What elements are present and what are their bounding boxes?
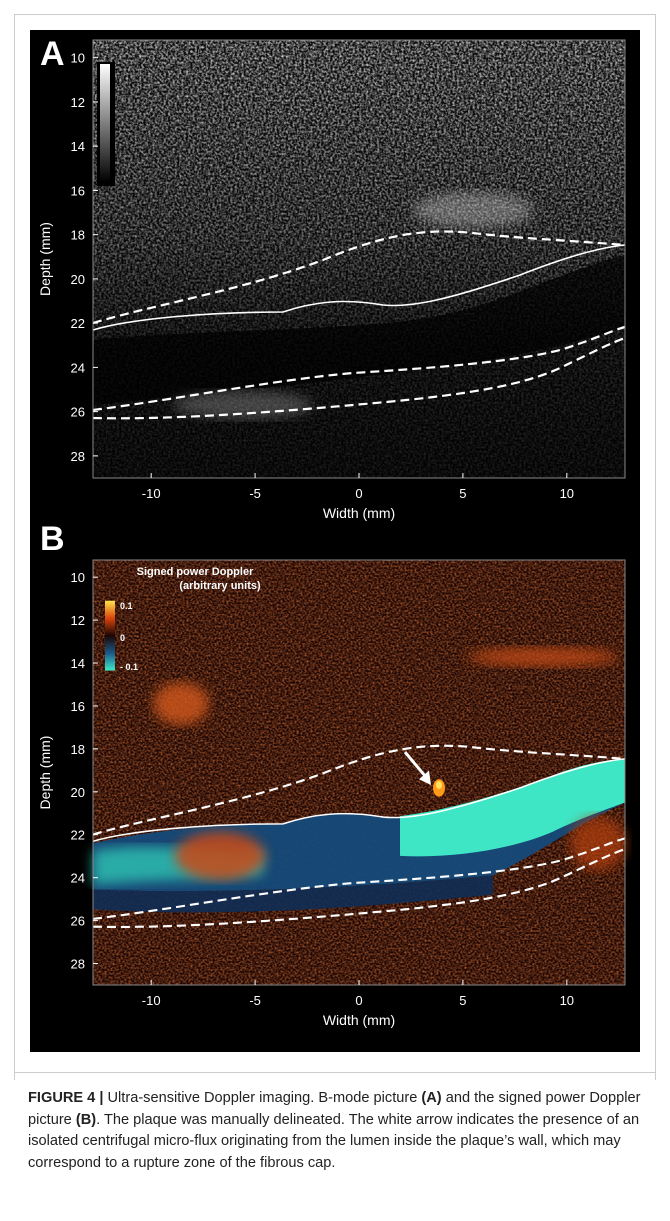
x-tick-label: 0 xyxy=(355,486,362,501)
y-tick-label: 16 xyxy=(71,699,85,714)
x-tick-label: 10 xyxy=(560,993,574,1008)
y-tick-label: 24 xyxy=(71,871,85,886)
caption-text: Ultra-sensitive Doppler imaging. B-mode … xyxy=(103,1090,422,1106)
colorbar-subtitle: (arbitrary units) xyxy=(179,580,261,592)
caption-text: and the signed power Doppler picture xyxy=(28,1090,641,1128)
y-tick-label: 18 xyxy=(71,742,85,757)
y-tick-label: 20 xyxy=(71,272,85,287)
y-tick-label: 28 xyxy=(71,957,85,972)
y-tick-label: 28 xyxy=(71,449,85,464)
y-tick-label: 12 xyxy=(71,95,85,110)
y-tick-label: 10 xyxy=(71,51,85,66)
y-tick-label: 26 xyxy=(71,914,85,929)
y-axis-label: Depth (mm) xyxy=(37,736,53,810)
caption-ref: (B) xyxy=(75,1111,97,1128)
y-tick-label: 24 xyxy=(71,360,85,375)
y-tick-label: 22 xyxy=(71,828,85,843)
x-tick-label: -10 xyxy=(142,993,161,1008)
x-axis-label: Width (mm) xyxy=(323,505,395,521)
x-tick-label: 5 xyxy=(459,993,466,1008)
panel-b-image xyxy=(92,560,626,985)
y-tick-label: 14 xyxy=(71,139,85,154)
y-tick-label: 16 xyxy=(71,183,85,198)
y-tick-label: 26 xyxy=(71,405,85,420)
panel-a-image xyxy=(92,40,626,478)
y-tick-label: 20 xyxy=(71,785,85,800)
x-tick-label: 5 xyxy=(459,486,466,501)
caption-text: . The plaque was manually delineated. Th… xyxy=(28,1111,640,1171)
y-tick-label: 10 xyxy=(71,570,85,585)
colorbar-title: Signed power Doppler xyxy=(137,566,254,578)
caption-label: FIGURE 4 | xyxy=(28,1090,104,1106)
x-tick-label: -5 xyxy=(249,486,261,501)
x-tick-label: 10 xyxy=(560,486,574,501)
colorbar-label: 0.1 xyxy=(120,601,133,611)
x-tick-label: -10 xyxy=(142,486,161,501)
y-tick-label: 22 xyxy=(71,316,85,331)
panel-label: A xyxy=(40,35,65,73)
caption: FIGURE 4 | Ultra-sensitive Doppler imagi… xyxy=(28,1088,643,1174)
figure: -10 -5 0 5 10 10 12 14 16 18 20 22 24 26 28 Width (mm) D… xyxy=(14,14,656,1080)
x-axis-label: Width (mm) xyxy=(323,1012,395,1028)
panel-label: B xyxy=(40,520,65,558)
figure-border xyxy=(14,14,656,1080)
x-tick-label: 0 xyxy=(355,993,362,1008)
y-axis-label: Depth (mm) xyxy=(37,222,53,296)
y-tick-label: 12 xyxy=(71,613,85,628)
caption-ref: (A) xyxy=(421,1090,442,1106)
x-tick-label: -5 xyxy=(249,993,261,1008)
y-tick-label: 14 xyxy=(71,656,85,671)
colorbar-label: - 0.1 xyxy=(120,662,138,672)
y-tick-label: 18 xyxy=(71,228,85,243)
panel-annotations: -10 -5 0 5 10 10 12 14 16 18 20 22 24 26 28 Width (mm) D… xyxy=(37,35,626,1028)
colorbar-label: 0 xyxy=(120,633,125,643)
